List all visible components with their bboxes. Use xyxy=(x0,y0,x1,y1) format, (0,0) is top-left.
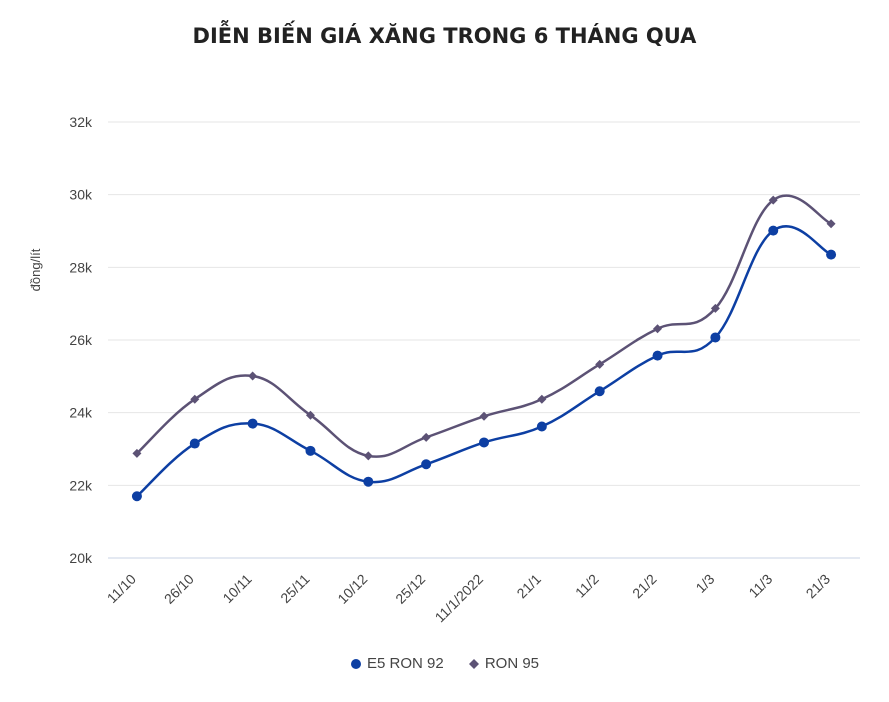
data-point-e5-ron-92[interactable] xyxy=(479,437,489,448)
y-tick-label: 20k xyxy=(69,550,93,566)
data-point-ron-95[interactable] xyxy=(421,432,431,442)
y-tick-label: 26k xyxy=(69,332,93,348)
x-tick-label: 11/2 xyxy=(572,571,602,601)
data-point-e5-ron-92[interactable] xyxy=(131,491,142,502)
data-point-ron-95[interactable] xyxy=(537,394,547,404)
y-axis-label: đồng/lít xyxy=(28,248,43,291)
data-point-e5-ron-92[interactable] xyxy=(363,476,374,487)
x-tick-label: 26/10 xyxy=(161,571,197,607)
data-point-e5-ron-92[interactable] xyxy=(189,438,200,449)
data-point-e5-ron-92[interactable] xyxy=(826,249,837,260)
legend-label-e5-ron-92: E5 RON 92 xyxy=(366,655,444,672)
data-point-e5-ron-92[interactable] xyxy=(594,386,605,397)
data-point-ron-95[interactable] xyxy=(710,303,720,313)
series-line-e5-ron-92 xyxy=(136,225,832,498)
x-tick-label: 11/1/2022 xyxy=(431,571,486,626)
x-tick-label: 10/12 xyxy=(334,571,370,607)
data-point-ron-95[interactable] xyxy=(653,324,663,334)
x-tick-label: 21/2 xyxy=(629,571,660,602)
data-point-e5-ron-92[interactable] xyxy=(305,445,316,456)
data-point-ron-95[interactable] xyxy=(479,411,489,421)
data-point-ron-95[interactable] xyxy=(132,448,142,458)
data-point-e5-ron-92[interactable] xyxy=(768,225,779,236)
x-tick-label: 25/12 xyxy=(392,571,428,607)
chart-title: DIỄN BIẾN GIÁ XĂNG TRONG 6 THÁNG QUA xyxy=(192,24,697,48)
x-tick-label: 1/3 xyxy=(692,571,717,596)
circle-marker-icon xyxy=(350,658,361,669)
y-tick-label: 24k xyxy=(69,405,93,421)
data-point-e5-ron-92[interactable] xyxy=(652,350,663,361)
x-tick-label: 21/3 xyxy=(803,571,834,602)
data-point-e5-ron-92[interactable] xyxy=(536,421,547,432)
legend: E5 RON 92 RON 95 xyxy=(0,655,889,674)
legend-item-ron-95[interactable]: RON 95 xyxy=(468,655,539,672)
data-point-ron-95[interactable] xyxy=(826,219,836,229)
data-point-ron-95[interactable] xyxy=(305,410,315,420)
data-point-ron-95[interactable] xyxy=(363,451,373,461)
data-point-ron-95[interactable] xyxy=(248,371,258,381)
data-point-ron-95[interactable] xyxy=(595,359,605,369)
x-tick-label: 25/11 xyxy=(277,571,313,607)
data-point-e5-ron-92[interactable] xyxy=(710,332,721,343)
y-tick-label: 28k xyxy=(69,259,93,275)
y-tick-label: 32k xyxy=(69,114,93,130)
data-point-ron-95[interactable] xyxy=(768,195,778,205)
x-tick-label: 21/1 xyxy=(513,571,544,602)
data-point-e5-ron-92[interactable] xyxy=(421,459,432,470)
y-tick-label: 22k xyxy=(69,477,93,493)
x-tick-label: 11/10 xyxy=(104,571,140,607)
legend-label-ron-95: RON 95 xyxy=(484,655,540,672)
diamond-marker-icon xyxy=(468,658,479,669)
x-tick-label: 11/3 xyxy=(745,571,775,601)
legend-item-e5-ron-92[interactable]: E5 RON 92 xyxy=(350,655,444,672)
data-point-ron-95[interactable] xyxy=(190,394,200,404)
y-tick-label: 30k xyxy=(69,187,93,203)
data-point-e5-ron-92[interactable] xyxy=(247,418,258,429)
x-tick-label: 10/11 xyxy=(219,571,255,607)
